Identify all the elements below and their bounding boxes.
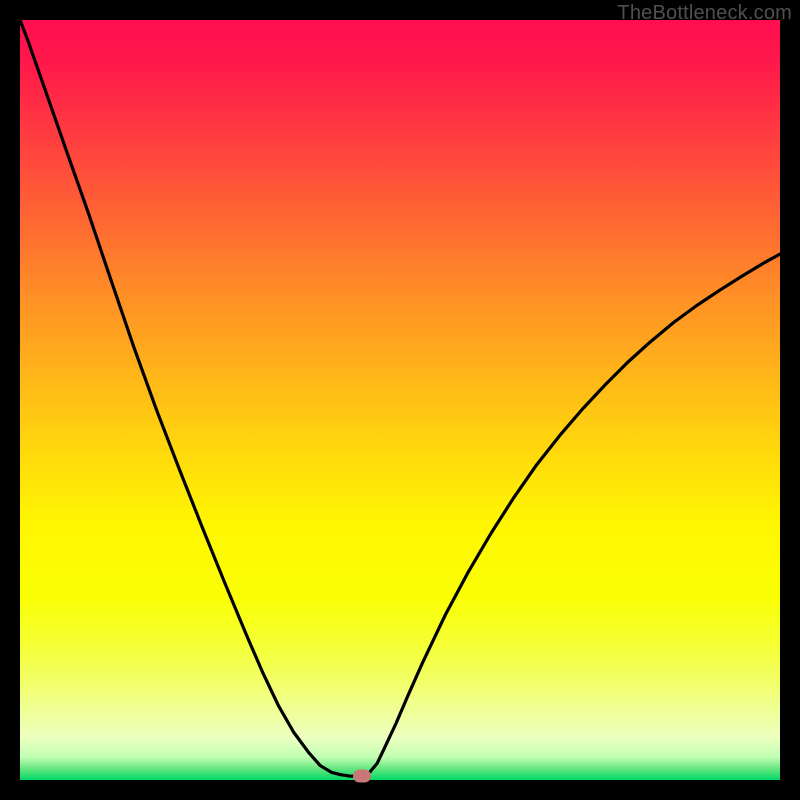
bottleneck-curve <box>20 20 780 780</box>
chart-frame: TheBottleneck.com <box>0 0 800 800</box>
plot-area <box>20 20 780 780</box>
watermark-text: TheBottleneck.com <box>617 2 792 25</box>
minimum-point-marker <box>353 770 371 783</box>
